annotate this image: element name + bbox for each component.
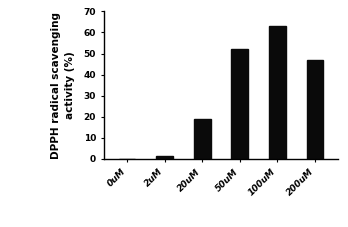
Bar <box>231 49 248 159</box>
Bar <box>269 26 286 159</box>
Bar <box>194 119 211 159</box>
Bar <box>307 60 323 159</box>
Bar <box>156 156 173 159</box>
Y-axis label: DPPH radical scavenging
activity (%): DPPH radical scavenging activity (%) <box>51 12 75 159</box>
